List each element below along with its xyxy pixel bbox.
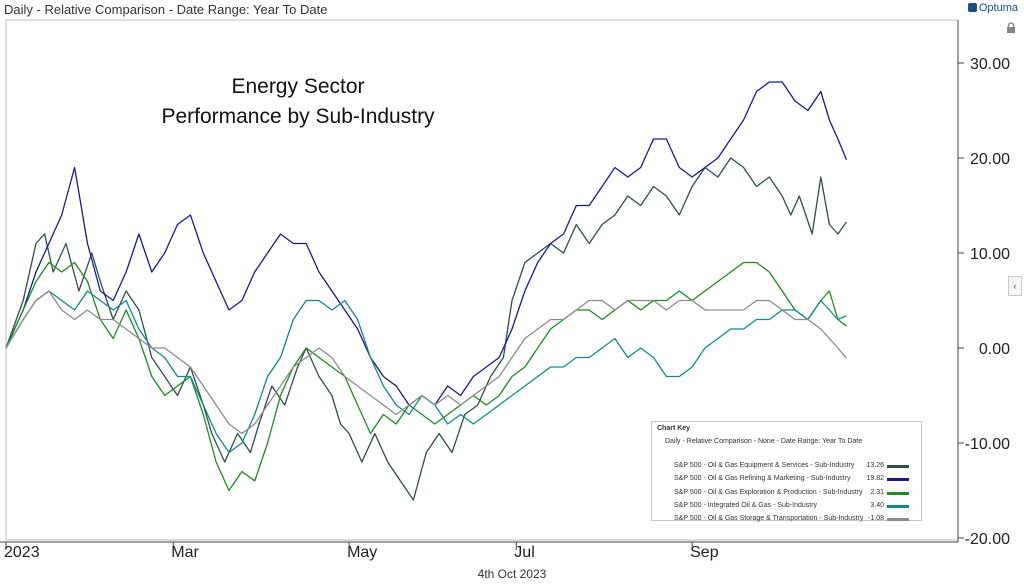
legend-entry: S&P 500 - Oil & Gas Refining & Marketing… — [674, 475, 914, 485]
legend-series-name: S&P 500 - Oil & Gas Exploration & Produc… — [674, 488, 863, 496]
legend-series-name: S&P 500 - Oil & Gas Storage & Transporta… — [674, 515, 864, 523]
x-tick-label: May — [347, 544, 377, 561]
legend-heading: Chart Key — [657, 425, 691, 432]
chart-legend: Chart Key Daily - Relative Comparison - … — [651, 421, 922, 522]
header-title: Daily - Relative Comparison - Date Range… — [4, 2, 328, 17]
y-tick-label: -20.00 — [965, 531, 1010, 548]
legend-series-value: -1.08 — [868, 515, 884, 523]
x-tick-label: Mar — [171, 544, 199, 561]
legend-series-value: 2.31 — [870, 488, 884, 496]
legend-subheading: Daily - Relative Comparison - None - Dat… — [665, 438, 863, 445]
brand-name: Optuma — [978, 2, 1018, 14]
y-tick-label: 20.00 — [970, 151, 1010, 168]
legend-series-value: 13.26 — [866, 462, 884, 469]
legend-entry: S&P 500 - Oil & Gas Storage & Transporta… — [674, 515, 914, 525]
chart-title: Energy Sector — [231, 75, 365, 98]
y-tick-label: 0.00 — [979, 341, 1010, 358]
legend-swatch — [887, 504, 909, 508]
legend-swatch — [887, 465, 909, 468]
legend-swatch — [887, 518, 909, 522]
collapse-icon[interactable]: ‹ — [1008, 276, 1022, 296]
legend-entry: S&P 500 - Integrated Oil & Gas - Sub-Ind… — [674, 502, 914, 512]
footer-date: 4th Oct 2023 — [477, 567, 547, 581]
legend-series-value: 3.40 — [870, 501, 884, 509]
series-line-5 — [5, 290, 847, 435]
y-tick-label: 10.00 — [970, 246, 1010, 263]
lock-icon[interactable] — [1005, 22, 1017, 34]
x-tick-label: 2023 — [4, 544, 40, 561]
optuma-logo-icon: Optuma — [967, 2, 1018, 14]
legend-swatch — [887, 491, 909, 495]
y-tick-label: 30.00 — [970, 56, 1010, 73]
y-tick-label: -10.00 — [965, 436, 1010, 453]
legend-series-name: S&P 500 - Oil & Gas Refining & Marketing… — [674, 475, 851, 483]
legend-series-name: S&P 500 - Integrated Oil & Gas - Sub-Ind… — [674, 501, 818, 509]
x-tick-label: Jul — [514, 544, 534, 561]
legend-series-value: 19.82 — [866, 475, 884, 483]
legend-series-name: S&P 500 - Oil & Gas Equipment & Services… — [674, 462, 855, 469]
chart-title-block: Energy Sector Performance by Sub-Industr… — [150, 72, 446, 132]
legend-entry: S&P 500 - Oil & Gas Equipment & Services… — [674, 462, 914, 472]
chart-subtitle: Performance by Sub-Industry — [161, 105, 435, 128]
series-line-3 — [5, 261, 847, 492]
legend-swatch — [887, 478, 909, 482]
x-tick-label: Sep — [690, 544, 719, 561]
legend-entry: S&P 500 - Oil & Gas Exploration & Produc… — [674, 489, 914, 499]
